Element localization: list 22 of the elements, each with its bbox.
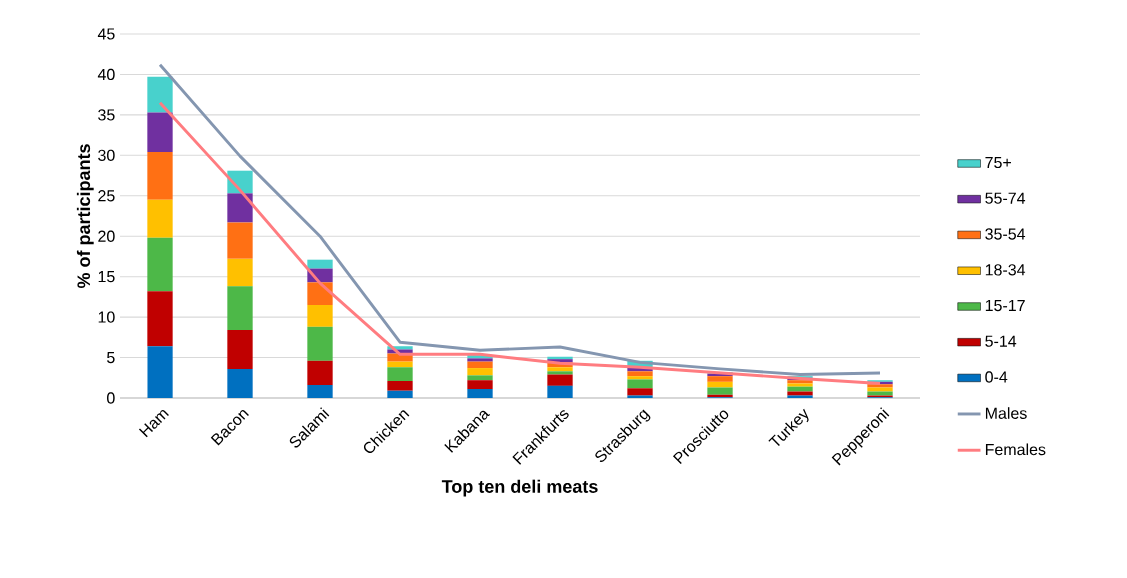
x-axis-title: Top ten deli meats — [441, 479, 598, 497]
y-tick-label: 15 — [98, 271, 115, 283]
legend-label: 35-54 — [985, 228, 1026, 240]
y-tick-label: 20 — [98, 230, 115, 242]
y-tick-label: 40 — [97, 68, 115, 81]
legend-label: Females — [985, 443, 1046, 456]
y-tick-label: 35 — [98, 109, 115, 121]
y-tick-label: 30 — [98, 149, 115, 161]
y-axis-title: % of participants — [76, 144, 94, 289]
legend-label: 55-74 — [985, 192, 1026, 204]
y-tick-label: 45 — [97, 28, 115, 40]
y-tick-label: 0 — [107, 392, 115, 404]
x-tick-label: Ham — [138, 409, 169, 438]
legend-label: 18-34 — [985, 264, 1026, 276]
y-tick-label: 25 — [98, 190, 115, 202]
legend-label: Males — [985, 407, 1027, 419]
legend-label: 5-14 — [985, 335, 1017, 347]
legend-label: 15-17 — [985, 300, 1025, 312]
y-tick-label: 10 — [98, 311, 115, 323]
legend-label: 75+ — [985, 156, 1011, 169]
legend-label: 0-4 — [985, 371, 1008, 383]
y-tick-label: 5 — [107, 351, 115, 364]
